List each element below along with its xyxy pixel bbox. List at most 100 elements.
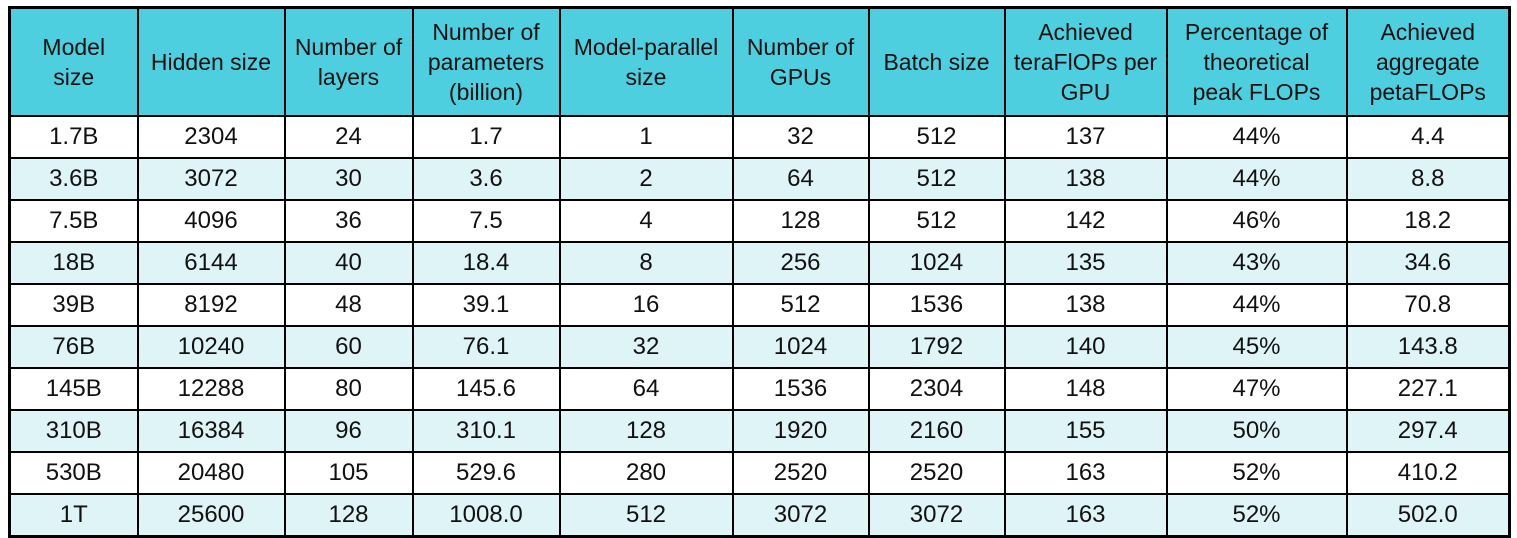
table-row: 76B 10240 60 76.1 32 1024 1792 140 45% 143.8 [8, 325, 1511, 369]
column-header-num-parameters: Number of parameters (billion) [411, 6, 561, 117]
table-cell: 2520 [867, 451, 1006, 495]
table-cell: 530B [8, 451, 139, 495]
table-cell: 2 [558, 157, 734, 201]
table-cell: 1920 [731, 409, 870, 453]
table-cell: 138 [1003, 283, 1168, 327]
table-cell: 60 [283, 325, 414, 369]
table-cell: 52% [1165, 451, 1348, 495]
table-row: 7.5B 4096 36 7.5 4 128 512 142 46% 18.2 [8, 199, 1511, 243]
table-cell: 76B [8, 325, 139, 369]
table-cell: 310.1 [411, 409, 561, 453]
table-cell: 135 [1003, 241, 1168, 285]
table-cell: 512 [867, 115, 1006, 159]
table-cell: 70.8 [1345, 283, 1511, 327]
table-cell: 32 [731, 115, 870, 159]
table-cell: 20480 [136, 451, 286, 495]
table-cell: 6144 [136, 241, 286, 285]
table-cell: 12288 [136, 367, 286, 411]
table-cell: 3072 [867, 493, 1006, 538]
table-cell: 1536 [731, 367, 870, 411]
table-header: Model size Hidden size Number of layers … [8, 6, 1511, 117]
table-cell: 227.1 [1345, 367, 1511, 411]
table-row: 145B 12288 80 145.6 64 1536 2304 148 47% 227.1 [8, 367, 1511, 411]
column-header-achieved-aggregate-petaflops: Achieved aggregate petaFLOPs [1345, 6, 1511, 117]
table-row: 39B 8192 48 39.1 16 512 1536 138 44% 70.8 [8, 283, 1511, 327]
table-cell: 512 [558, 493, 734, 538]
table-cell: 4 [558, 199, 734, 243]
table-cell: 142 [1003, 199, 1168, 243]
table-cell: 128 [283, 493, 414, 538]
table-cell: 48 [283, 283, 414, 327]
table-cell: 39.1 [411, 283, 561, 327]
table-cell: 1.7B [8, 115, 139, 159]
table-cell: 39B [8, 283, 139, 327]
table-cell: 52% [1165, 493, 1348, 538]
model-scaling-table: Model size Hidden size Number of layers … [8, 6, 1511, 538]
table-cell: 138 [1003, 157, 1168, 201]
table-cell: 3072 [731, 493, 870, 538]
column-header-percentage-peak-flops: Percentage of theoretical peak FLOPs [1165, 6, 1348, 117]
column-header-batch-size: Batch size [867, 6, 1006, 117]
table-cell: 297.4 [1345, 409, 1511, 453]
table-cell: 36 [283, 199, 414, 243]
table-cell: 34.6 [1345, 241, 1511, 285]
table-cell: 163 [1003, 451, 1168, 495]
table-cell: 256 [731, 241, 870, 285]
table-cell: 40 [283, 241, 414, 285]
table-cell: 32 [558, 325, 734, 369]
table-cell: 2160 [867, 409, 1006, 453]
table-cell: 145B [8, 367, 139, 411]
table-cell: 155 [1003, 409, 1168, 453]
table-cell: 1024 [867, 241, 1006, 285]
table-cell: 64 [731, 157, 870, 201]
table-cell: 1024 [731, 325, 870, 369]
table-cell: 529.6 [411, 451, 561, 495]
table-cell: 1T [8, 493, 139, 538]
table-cell: 512 [867, 157, 1006, 201]
table-row: 530B 20480 105 529.6 280 2520 2520 163 52% 410.2 [8, 451, 1511, 495]
table-cell: 64 [558, 367, 734, 411]
table-cell: 18B [8, 241, 139, 285]
table-cell: 47% [1165, 367, 1348, 411]
table-cell: 3.6 [411, 157, 561, 201]
table-cell: 280 [558, 451, 734, 495]
table-cell: 44% [1165, 115, 1348, 159]
column-header-model-size: Model size [8, 6, 139, 117]
table-cell: 43% [1165, 241, 1348, 285]
table-cell: 7.5B [8, 199, 139, 243]
column-header-num-gpus: Number of GPUs [731, 6, 870, 117]
table-cell: 2304 [136, 115, 286, 159]
table-row: 1.7B 2304 24 1.7 1 32 512 137 44% 4.4 [8, 115, 1511, 159]
header-row: Model size Hidden size Number of layers … [8, 6, 1511, 117]
table-cell: 50% [1165, 409, 1348, 453]
table-cell: 16384 [136, 409, 286, 453]
table-cell: 137 [1003, 115, 1168, 159]
table-cell: 1.7 [411, 115, 561, 159]
table-cell: 44% [1165, 157, 1348, 201]
model-scaling-table-wrap: Model size Hidden size Number of layers … [8, 6, 1511, 538]
table-cell: 3.6B [8, 157, 139, 201]
table-cell: 502.0 [1345, 493, 1511, 538]
table-cell: 80 [283, 367, 414, 411]
table-cell: 128 [731, 199, 870, 243]
table-cell: 1792 [867, 325, 1006, 369]
column-header-num-layers: Number of layers [283, 6, 414, 117]
table-cell: 45% [1165, 325, 1348, 369]
table-cell: 148 [1003, 367, 1168, 411]
table-row: 310B 16384 96 310.1 128 1920 2160 155 50% 297.4 [8, 409, 1511, 453]
table-cell: 8.8 [1345, 157, 1511, 201]
table-cell: 163 [1003, 493, 1168, 538]
table-cell: 1 [558, 115, 734, 159]
table-cell: 310B [8, 409, 139, 453]
column-header-achieved-teraflops-per-gpu: Achieved teraFlOPs per GPU [1003, 6, 1168, 117]
column-header-hidden-size: Hidden size [136, 6, 286, 117]
table-cell: 46% [1165, 199, 1348, 243]
table-cell: 105 [283, 451, 414, 495]
table-cell: 8192 [136, 283, 286, 327]
table-cell: 512 [867, 199, 1006, 243]
table-cell: 4096 [136, 199, 286, 243]
table-cell: 512 [731, 283, 870, 327]
table-cell: 3072 [136, 157, 286, 201]
table-cell: 2304 [867, 367, 1006, 411]
table-cell: 96 [283, 409, 414, 453]
